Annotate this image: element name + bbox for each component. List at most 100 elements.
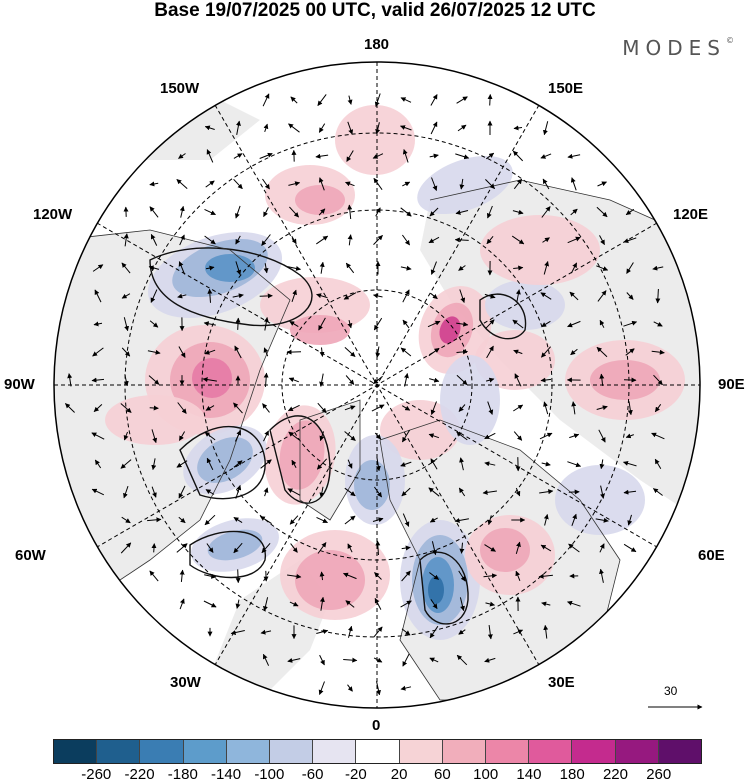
wind-vector xyxy=(596,206,608,218)
map-disk xyxy=(54,62,700,708)
wind-vector xyxy=(400,461,412,467)
wind-vector xyxy=(149,181,159,187)
wind-vector xyxy=(487,515,493,526)
wind-vector xyxy=(204,431,216,441)
wind-vector xyxy=(233,542,243,554)
wind-vector xyxy=(400,347,412,357)
wind-vector xyxy=(235,317,241,330)
wind-vector xyxy=(178,516,186,524)
wind-vector xyxy=(512,209,524,215)
wind-vector xyxy=(176,179,188,189)
wind-vector xyxy=(319,347,325,357)
wind-vector xyxy=(515,289,521,303)
wind-vector xyxy=(91,488,105,496)
wind-vector xyxy=(178,431,186,441)
wind-vector xyxy=(540,292,552,300)
wind-vector xyxy=(288,377,299,383)
anomaly-blob xyxy=(440,355,500,445)
wind-vector xyxy=(400,685,412,691)
wind-vector xyxy=(179,569,185,582)
wind-vector xyxy=(318,123,326,133)
wind-vector xyxy=(345,375,355,385)
wind-vector xyxy=(260,629,272,635)
wind-vector xyxy=(120,403,132,413)
wind-vector xyxy=(343,572,357,580)
wind-vector xyxy=(373,657,383,663)
wind-vector xyxy=(150,233,158,246)
wind-vector xyxy=(150,289,158,303)
wind-vector xyxy=(319,373,325,387)
map-frame xyxy=(53,61,701,709)
wind-vector xyxy=(319,486,325,498)
wind-vector xyxy=(374,597,382,610)
wind-vector xyxy=(402,181,411,187)
wind-vector xyxy=(376,681,381,696)
wind-vector xyxy=(289,320,299,328)
anomaly-blob xyxy=(428,576,444,604)
wind-vector xyxy=(459,289,466,303)
wind-vector xyxy=(317,402,327,414)
wind-vector xyxy=(290,96,298,104)
wind-vector xyxy=(347,319,353,329)
wind-vector xyxy=(319,596,325,611)
wind-vector xyxy=(543,401,549,415)
wind-vector xyxy=(400,207,412,217)
wind-vector xyxy=(400,97,412,103)
wind-vector xyxy=(430,599,438,610)
anomaly-blob xyxy=(295,550,365,610)
wind-vector xyxy=(318,681,325,695)
wind-vector xyxy=(430,292,438,300)
lon-label-120w: 120W xyxy=(33,206,73,223)
wind-vector xyxy=(123,233,129,247)
wind-vector xyxy=(318,177,325,191)
wind-vector xyxy=(485,179,495,189)
colorbar-tick-label: -260 xyxy=(81,766,112,783)
wind-vector xyxy=(316,293,328,299)
anomaly-blob xyxy=(475,330,555,390)
wind-vector xyxy=(263,347,269,357)
wind-vector xyxy=(401,545,411,551)
wind-vector xyxy=(179,205,185,218)
wind-vector xyxy=(454,518,469,523)
wind-vector xyxy=(317,542,327,554)
wind-vector xyxy=(653,321,663,327)
wind-vector xyxy=(205,180,215,188)
wind-vector xyxy=(513,125,523,131)
wind-vector xyxy=(454,237,469,243)
wind-vector xyxy=(625,208,635,216)
anomaly-blob xyxy=(480,528,530,572)
wind-vector xyxy=(427,320,441,328)
wind-vector xyxy=(288,431,300,441)
wind-vector xyxy=(483,573,497,579)
wind-vector xyxy=(428,487,440,497)
wind-vector xyxy=(512,150,524,162)
wind-vector xyxy=(373,486,383,498)
colorbar-swatch xyxy=(529,740,573,763)
wind-vector xyxy=(235,569,241,584)
anomaly-blob xyxy=(555,465,645,535)
wind-vector xyxy=(653,488,663,496)
wind-vector xyxy=(259,293,273,299)
wind-vector xyxy=(263,207,269,218)
wind-vector xyxy=(263,487,269,497)
wind-vector xyxy=(151,486,157,498)
wind-vector xyxy=(319,431,325,442)
colorbar-swatch xyxy=(226,740,271,763)
wind-vector xyxy=(233,402,243,414)
wind-vector xyxy=(120,542,132,554)
wind-vector xyxy=(123,431,129,441)
colorbar-swatch xyxy=(270,740,314,763)
wind-vector xyxy=(487,625,493,640)
anomaly-blob xyxy=(192,358,232,398)
wind-vector xyxy=(515,570,521,581)
wind-vector xyxy=(538,573,553,579)
wind-vector xyxy=(539,432,553,440)
colorbar-swatch xyxy=(140,740,184,763)
wind-vector xyxy=(623,320,638,327)
wind-vector xyxy=(401,570,411,582)
wind-vector xyxy=(205,405,215,411)
wind-vector xyxy=(513,265,524,271)
wind-vector xyxy=(375,346,381,358)
wind-vector xyxy=(204,208,216,216)
colorbar-swatch xyxy=(97,740,141,763)
